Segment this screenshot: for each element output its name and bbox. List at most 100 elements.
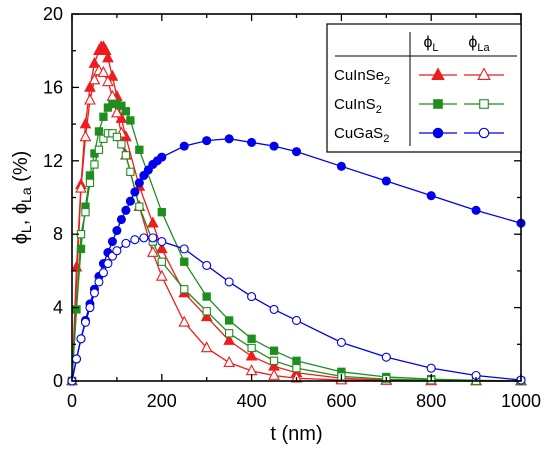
data-point [247,343,256,353]
y-tick-label: 16 [43,77,63,97]
legend-header-phi-l: ϕL [423,34,438,54]
legend-marker-phi-l [433,99,443,109]
data-point [223,333,235,345]
data-point [121,205,131,215]
data-point [134,178,144,188]
data-point [107,236,117,247]
data-point [202,292,211,301]
data-point [112,246,122,256]
data-point [180,285,189,294]
data-point [121,107,131,116]
data-point [336,161,346,171]
data-point [291,147,302,157]
legend-marker-phi-l [431,67,445,80]
data-point [157,257,166,266]
y-tick-label: 8 [53,224,63,244]
data-point [224,134,234,144]
x-tick-label: 400 [237,391,267,411]
data-point [85,303,95,313]
data-point [247,292,257,302]
data-point [80,317,91,327]
legend-header-phi-la: ϕLa [468,34,490,54]
data-point [200,310,213,322]
data-point [130,187,140,197]
data-point [106,69,119,81]
data-point [180,257,189,266]
series-cugas2-l [67,134,526,386]
data-point [117,101,126,110]
data-point [71,354,82,364]
data-point [103,259,113,269]
data-point [94,127,104,136]
data-point [224,277,234,287]
data-point [157,208,166,217]
data-point [269,356,279,365]
data-point [112,225,122,236]
data-point [125,196,135,206]
data-point [84,93,96,105]
data-point [85,178,95,187]
data-point [97,66,110,78]
data-point [155,242,168,254]
data-point [269,304,279,314]
data-point [471,205,481,215]
legend-label-cugas2: CuGaS2 [334,125,389,145]
data-point [224,316,234,325]
x-axis-title: t (nm) [270,423,322,445]
data-point [247,334,256,343]
data-point [146,216,159,228]
data-point [247,137,257,147]
data-point [94,277,104,287]
legend-label-cuinse2: CuInSe2 [334,67,390,87]
data-point [117,140,126,149]
x-tick-label: 200 [147,391,177,411]
legend-marker-phi-la [477,67,491,80]
series-line [71,132,522,382]
data-point [157,236,167,247]
data-point [139,233,149,243]
data-point [155,269,168,281]
data-point [75,181,87,193]
data-point [426,363,436,373]
data-point [135,145,144,154]
data-point [269,346,279,355]
data-point [90,160,99,169]
data-point [202,136,212,146]
data-point [102,75,114,87]
data-point [157,152,167,162]
data-point [179,141,189,151]
legend-marker-phi-la [479,99,489,109]
data-point [89,288,99,298]
data-point [135,202,144,211]
data-point [99,112,108,121]
data-point [112,132,122,142]
data-point [223,355,235,367]
data-point [292,356,301,365]
data-point [126,167,135,176]
data-point [179,244,189,254]
data-point [94,145,104,154]
data-point [336,337,346,348]
data-point [292,363,301,373]
y-tick-label: 12 [43,151,63,171]
data-point [202,260,212,270]
data-point [81,208,90,217]
legend-label-cuins2: CuInS2 [334,96,382,116]
data-point [178,315,191,327]
data-point [99,134,108,143]
data-point [148,233,158,243]
data-point [76,334,86,344]
data-point [121,238,131,248]
data-point [381,352,391,362]
data-point [126,116,135,125]
data-point [102,51,114,63]
data-point [291,315,302,325]
legend: ϕL ϕLa CuInSe2 CuInS2 CuGaS2 [326,23,522,153]
data-point [79,117,92,129]
data-point [202,307,211,316]
legend-marker-phi-l [432,127,444,139]
data-point [200,341,213,353]
data-point [224,329,234,338]
axes: 0 200 400 600 800 1000 0 4 8 12 16 20 t (nm) ϕL, ϕLa … [10,4,541,445]
